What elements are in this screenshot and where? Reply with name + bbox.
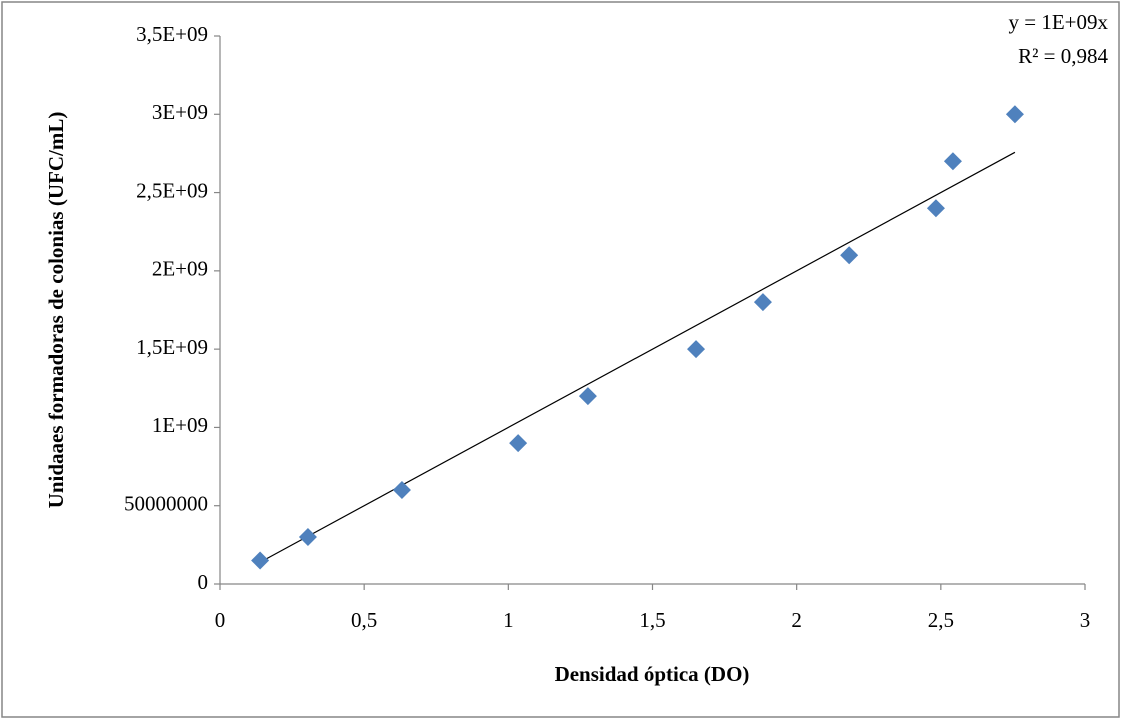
x-tick-label: 1 [503,608,514,632]
y-tick-label: 2,5E+09 [136,178,208,202]
trendline [259,151,1016,563]
x-tick-label: 2 [791,608,802,632]
y-tick-label: 3,5E+09 [136,22,208,46]
trendline-equation: y = 1E+09x [1008,10,1108,34]
y-tick-label: 1,5E+09 [136,335,208,359]
data-point [392,481,411,500]
data-point [578,387,597,406]
y-axis-title: Unidaaes formadoras de colonias (UFC/mL) [44,112,68,509]
data-point [943,152,962,171]
data-point [753,293,772,312]
trendline-r2: R² = 0,984 [1018,44,1108,68]
y-tick-label: 2E+09 [152,257,208,281]
y-tick-label: 1E+09 [152,413,208,437]
data-point [840,246,859,265]
y-tick-label: 50000000 [124,492,208,516]
data-point [1005,105,1024,124]
data-point [251,551,270,570]
x-tick-label: 3 [1080,608,1091,632]
x-tick-label: 0 [215,608,226,632]
x-axis-title: Densidad óptica (DO) [555,662,750,686]
y-tick-label: 3E+09 [152,100,208,124]
data-point [298,528,317,547]
data-point [926,199,945,218]
data-point [687,340,706,359]
data-point [509,434,528,453]
x-tick-label: 1,5 [639,608,665,632]
x-tick-label: 0,5 [351,608,377,632]
x-tick-label: 2,5 [928,608,954,632]
y-tick-label: 0 [198,570,209,594]
